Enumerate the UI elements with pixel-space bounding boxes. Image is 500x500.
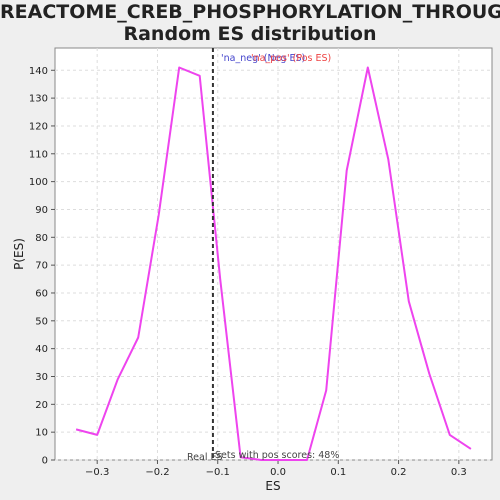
y-tick-label: 140 xyxy=(29,66,48,77)
y-tick-label: 20 xyxy=(35,400,48,411)
x-tick-label: −0.3 xyxy=(85,467,109,478)
y-tick-label: 130 xyxy=(29,94,48,105)
x-tick-label: 0.0 xyxy=(270,467,286,478)
y-tick-label: 0 xyxy=(42,456,48,467)
pos-scores-annotation: Sets with pos scores: 48% xyxy=(215,450,339,461)
y-tick-label: 10 xyxy=(35,428,48,439)
real-es-label: Real ES xyxy=(187,452,223,463)
axes: 0 10 20 30 40 50 60 70 80 90 100 110 120 130 140 −0.3 −0… xyxy=(29,66,467,478)
series xyxy=(75,66,472,461)
y-tick-label: 80 xyxy=(35,233,48,244)
legend-pos-label: 'na_pos' (Pos ES) xyxy=(251,53,331,64)
x-tick-label: −0.1 xyxy=(206,467,230,478)
y-tick-label: 50 xyxy=(35,316,48,327)
x-tick-label: 0.3 xyxy=(451,467,467,478)
chart-title: REACTOME_CREB_PHOSPHORYLATION_THROUGH_TH… xyxy=(0,1,500,45)
legend-neg-label: 'na_neg' (Neg ES) xyxy=(221,53,305,64)
y-tick-label: 60 xyxy=(35,288,48,299)
y-tick-label: 120 xyxy=(29,121,48,132)
x-tick-label: 0.1 xyxy=(330,467,346,478)
y-tick-label: 110 xyxy=(29,149,48,160)
grid xyxy=(55,48,492,461)
series-line xyxy=(75,66,472,461)
y-axis-label: P(ES) xyxy=(12,238,26,270)
x-tick-label: 0.2 xyxy=(391,467,407,478)
y-tick-label: 90 xyxy=(35,205,48,216)
plot-area xyxy=(54,47,493,461)
y-tick-label: 40 xyxy=(35,344,48,355)
y-tick-label: 70 xyxy=(35,261,48,272)
y-tick-label: 100 xyxy=(29,177,48,188)
x-axis-label: ES xyxy=(265,479,280,493)
y-tick-label: 30 xyxy=(35,372,48,383)
x-tick-label: −0.2 xyxy=(145,467,169,478)
